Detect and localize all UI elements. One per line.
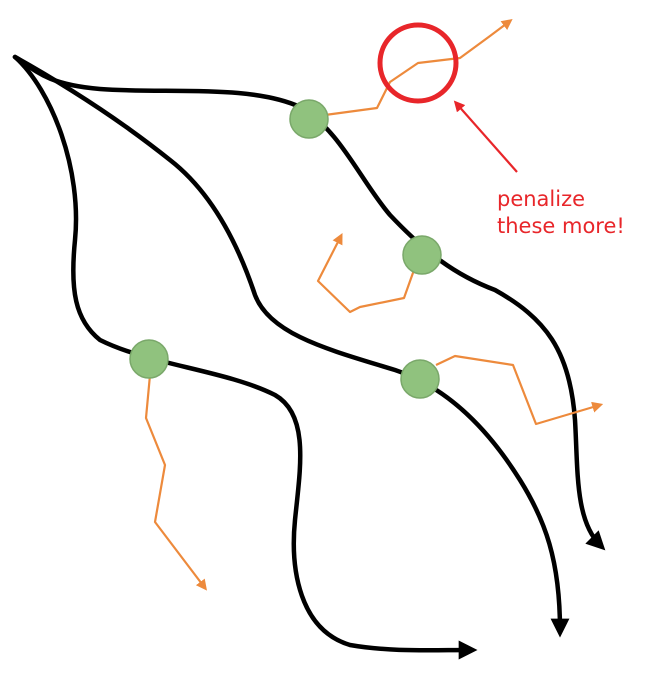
state-node xyxy=(400,359,440,399)
rollout-top xyxy=(324,19,513,117)
state-node xyxy=(402,235,442,275)
trajectories xyxy=(12,54,606,660)
state-nodes xyxy=(129,99,442,399)
state-node xyxy=(129,339,169,379)
rollout-middle xyxy=(316,233,416,314)
highlight-circle xyxy=(377,22,459,104)
trajectory-top xyxy=(12,54,606,551)
state-node xyxy=(289,99,329,139)
annotation-line-2: these more! xyxy=(497,214,625,238)
rollouts xyxy=(144,19,604,591)
annotation-line-1: penalize xyxy=(497,187,586,211)
rollout-right xyxy=(435,354,604,426)
annotation-label: penalize these more! xyxy=(497,186,625,240)
trajectory-left xyxy=(12,54,478,660)
rollout-left xyxy=(144,374,207,591)
trajectory-middle xyxy=(12,54,570,638)
annotation-arrow xyxy=(453,100,518,173)
